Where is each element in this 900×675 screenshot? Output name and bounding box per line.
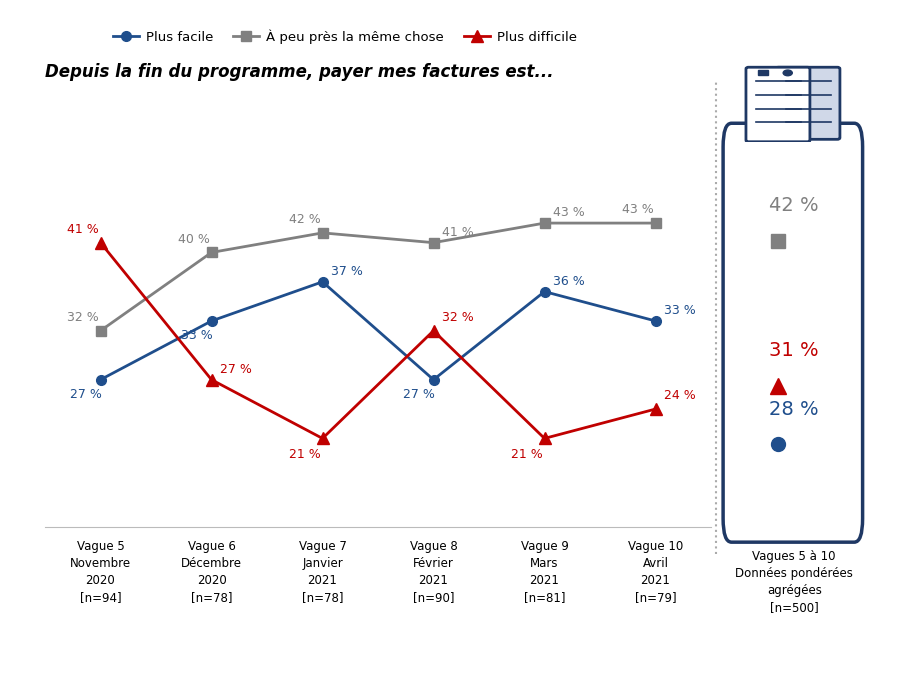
FancyBboxPatch shape xyxy=(776,68,840,139)
Text: 27 %: 27 % xyxy=(403,387,435,401)
Text: 33 %: 33 % xyxy=(664,304,696,317)
Text: 42 %: 42 % xyxy=(289,213,321,226)
Text: 32 %: 32 % xyxy=(68,311,99,324)
Text: 24 %: 24 % xyxy=(664,389,696,402)
FancyBboxPatch shape xyxy=(746,68,810,142)
Text: 21 %: 21 % xyxy=(511,448,543,461)
Text: 28 %: 28 % xyxy=(770,400,819,418)
Text: Vagues 5 à 10
Données pondérées
agrégées
[n=500]: Vagues 5 à 10 Données pondérées agrégées… xyxy=(735,550,853,614)
Text: 41 %: 41 % xyxy=(442,225,473,239)
Legend: Plus facile, À peu près la même chose, Plus difficile: Plus facile, À peu près la même chose, P… xyxy=(108,24,581,49)
Bar xyxy=(758,70,769,76)
Text: 43 %: 43 % xyxy=(622,203,654,217)
Text: 21 %: 21 % xyxy=(289,448,321,461)
Circle shape xyxy=(783,70,792,76)
FancyBboxPatch shape xyxy=(723,124,862,542)
Text: 40 %: 40 % xyxy=(178,233,210,246)
Text: Depuis la fin du programme, payer mes factures est...: Depuis la fin du programme, payer mes fa… xyxy=(45,63,554,81)
Text: 31 %: 31 % xyxy=(770,341,819,360)
Text: 41 %: 41 % xyxy=(68,223,99,236)
Text: 33 %: 33 % xyxy=(181,329,212,342)
Text: 27 %: 27 % xyxy=(220,362,252,376)
Text: 36 %: 36 % xyxy=(553,275,585,288)
Text: 32 %: 32 % xyxy=(442,311,473,324)
Text: 42 %: 42 % xyxy=(770,196,819,215)
Text: 43 %: 43 % xyxy=(553,206,585,219)
Text: 27 %: 27 % xyxy=(70,387,102,401)
Text: 37 %: 37 % xyxy=(331,265,363,278)
